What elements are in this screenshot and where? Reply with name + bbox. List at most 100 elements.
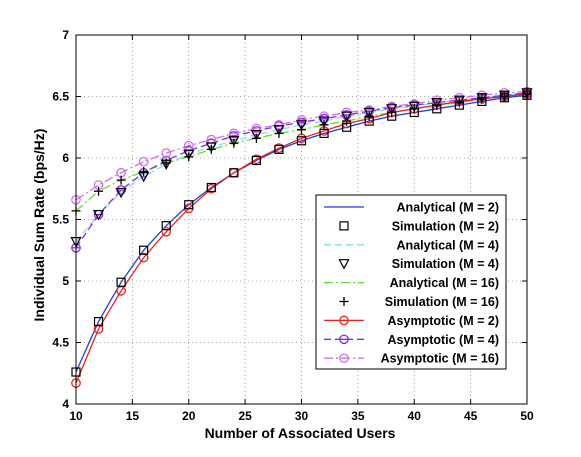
series-line-asymptotic-m-2 [75,93,528,384]
legend-entry-analytical-m-2: Analytical (M = 2) [324,201,499,215]
data-point-asymptotic-m-2 [93,324,104,334]
x-tick-label: 35 [351,409,365,423]
data-point-asymptotic-m-16 [229,128,239,139]
data-point-simulation-m-16 [387,107,397,117]
x-tick-label: 30 [295,409,309,423]
y-axis-label: Individual Sum Rate (bps/Hz) [31,129,47,322]
data-point-simulation-m-16 [499,92,509,101]
data-point-simulation-m-2 [93,316,104,327]
data-point-simulation-m-4 [228,136,240,147]
x-tick-label: 25 [238,409,252,423]
legend-entry-asymptotic-m-4: Asymptotic (M = 4) [324,333,499,347]
x-tick-label: 15 [126,409,140,423]
data-point-simulation-m-2 [139,245,149,255]
x-tick-label: 10 [69,409,83,423]
x-tick-label: 50 [520,409,534,423]
legend-label: Simulation (M = 2) [392,219,499,233]
data-point-simulation-m-2 [296,136,307,146]
data-point-simulation-m-4 [183,149,195,161]
data-point-simulation-m-4 [476,93,488,104]
data-point-simulation-m-16 [364,111,374,121]
data-point-simulation-m-16 [342,116,352,126]
legend-label: Analytical (M = 4) [397,238,499,252]
legend-entry-analytical-m-16: Analytical (M = 16) [324,276,499,290]
data-point-simulation-m-2 [161,221,171,231]
data-point-simulation-m-2 [229,168,239,178]
series-line-analytical-m-2 [75,94,528,373]
data-point-simulation-m-2 [184,200,194,210]
data-point-simulation-m-4 [115,187,127,199]
data-point-simulation-m-4 [386,104,398,115]
data-point-simulation-m-16 [319,120,329,130]
data-point-simulation-m-2 [319,128,329,138]
legend-swatch-marker [339,315,349,326]
y-tick-label: 6.5 [52,90,69,104]
legend-swatch-marker [339,221,349,231]
legend-label: Asymptotic (M = 4) [388,333,499,347]
legend-swatch-marker [339,297,349,306]
y-tick-label: 7 [62,28,69,42]
data-point-simulation-m-4 [408,101,420,113]
data-point-simulation-m-16 [94,186,104,196]
axes [75,34,528,405]
data-point-simulation-m-16 [477,94,487,104]
data-point-simulation-m-16 [297,125,306,135]
y-tick-label: 4 [62,397,69,411]
data-point-simulation-m-4 [431,98,443,109]
data-point-simulation-m-16 [432,100,442,110]
data-point-simulation-m-16 [274,128,284,138]
data-point-simulation-m-2 [206,182,216,193]
y-tick-label: 5.5 [52,213,69,227]
y-tick-label: 4.5 [52,336,69,350]
data-point-asymptotic-m-2 [161,226,172,237]
legend-entry-simulation-m-2: Simulation (M = 2) [339,219,499,233]
legend-label: Analytical (M = 2) [397,201,499,215]
legend-swatch-marker [339,334,349,345]
legend-entry-asymptotic-m-2: Asymptotic (M = 2) [324,314,499,328]
legend-swatch-marker [338,259,350,270]
data-point-asymptotic-m-16 [161,148,172,158]
data-point-simulation-m-4 [295,120,308,131]
series-line-asymptotic-m-16 [75,90,528,201]
data-point-asymptotic-m-2 [138,252,149,263]
legend-entry-simulation-m-4: Simulation (M = 4) [338,257,499,271]
legend-entry-asymptotic-m-16: Asymptotic (M = 16) [324,352,499,366]
data-point-simulation-m-2 [116,277,126,287]
data-point-asymptotic-m-16 [138,156,149,167]
data-point-simulation-m-4 [498,90,511,102]
x-tick-label: 40 [408,409,422,423]
data-point-simulation-m-16 [454,98,464,108]
legend-label: Asymptotic (M = 2) [388,314,499,328]
data-point-simulation-m-4 [250,130,263,141]
data-point-simulation-m-4 [273,125,285,136]
data-point-simulation-m-4 [318,116,330,127]
data-point-simulation-m-4 [363,107,375,119]
data-point-simulation-m-16 [184,152,194,162]
data-point-simulation-m-16 [139,167,149,177]
legend-label: Asymptotic (M = 16) [381,352,499,366]
legend-label: Analytical (M = 16) [390,276,499,290]
data-point-simulation-m-2 [251,155,261,166]
data-point-simulation-m-16 [409,104,419,114]
legend-entry-analytical-m-4: Analytical (M = 4) [324,238,499,252]
legend-label: Simulation (M = 16) [385,295,499,309]
legend-label: Simulation (M = 4) [392,257,499,271]
data-point-simulation-m-4 [340,111,353,123]
data-point-simulation-m-16 [116,175,126,185]
legend-entry-simulation-m-16: Simulation (M = 16) [339,295,499,309]
series-markers [70,86,533,388]
x-axis-label: Number of Associated Users [205,425,396,441]
x-tick-label: 20 [182,409,196,423]
data-point-simulation-m-4 [453,95,465,107]
data-point-simulation-m-16 [161,158,171,168]
legend-swatch-marker [339,353,349,364]
data-point-simulation-m-16 [251,133,261,143]
x-tick-label: 45 [464,409,478,423]
series-lines [75,90,528,384]
data-point-simulation-m-4 [92,209,105,221]
y-tick-label: 5 [62,274,69,288]
data-point-asymptotic-m-16 [296,115,307,125]
data-point-simulation-m-2 [274,144,284,154]
legend: Analytical (M = 2) Simulation (M = 2) Anal… [315,194,507,370]
